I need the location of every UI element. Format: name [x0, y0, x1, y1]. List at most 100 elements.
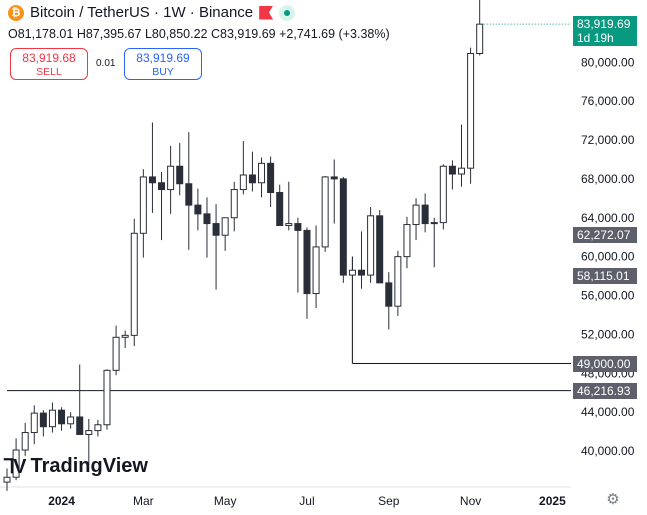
candle-body [203, 213, 211, 225]
candle-body [48, 409, 56, 428]
flag-icon[interactable] [259, 5, 274, 20]
countdown-label: 1d 19h [577, 31, 614, 45]
y-tick-label: 44,000.00 [581, 405, 635, 419]
candle-body [121, 334, 129, 338]
candle-body [158, 182, 166, 191]
y-tick-label: 72,000.00 [581, 133, 635, 147]
candle-body [58, 409, 66, 425]
candle-body [448, 165, 456, 175]
settings-icon[interactable]: ⚙ [606, 491, 620, 508]
buy-price: 83,919.69 [136, 51, 190, 65]
candle-body [30, 412, 38, 434]
candle-body [458, 167, 465, 175]
price-tag-62272: 62,272.07 [573, 227, 637, 243]
spread-value: 0.01 [96, 58, 116, 69]
candle-body [403, 224, 411, 258]
candle-body [358, 269, 366, 276]
candle-body [376, 215, 384, 284]
logo-text: TradingView [30, 455, 148, 477]
market-open-icon [279, 4, 296, 21]
candle-body [294, 223, 302, 231]
x-tick-label: Sep [378, 494, 400, 508]
candle-body [112, 336, 120, 371]
bitcoin-icon: ₿ [8, 4, 24, 21]
close-value: C83,919.69 [211, 27, 276, 41]
candle-body [348, 269, 356, 276]
price-tag-49000: 49,000.00 [573, 356, 637, 372]
candle-body [21, 432, 29, 451]
candle-body [94, 424, 102, 432]
tradingview-mark-icon: ⅂V [4, 456, 27, 478]
x-tick-label: May [214, 494, 237, 508]
candle-body [12, 449, 20, 478]
candle-body [394, 256, 402, 307]
candle-body [285, 223, 293, 227]
candle-body [130, 232, 138, 336]
buy-label: BUY [152, 66, 174, 78]
candle-body [430, 222, 438, 225]
y-tick-label: 68,000.00 [581, 172, 635, 186]
candle-body [412, 204, 420, 226]
candle-body [276, 191, 284, 227]
candle-body [385, 282, 393, 307]
y-tick-label: 80,000.00 [581, 55, 635, 69]
candle-body [248, 174, 256, 184]
x-tick-label: Nov [460, 494, 481, 508]
candle-body [267, 162, 275, 193]
candle-body [85, 430, 93, 435]
candle-body [167, 165, 175, 191]
candle-body [339, 178, 347, 276]
candle-body [212, 223, 220, 236]
current-price-label: 83,919.69 [577, 17, 631, 31]
candle-body [103, 369, 111, 426]
sell-label: SELL [36, 66, 62, 78]
candle-body [467, 53, 475, 169]
candle-body [221, 217, 229, 236]
candle-body [76, 416, 84, 435]
x-tick-label: Mar [133, 494, 154, 508]
tradingview-logo[interactable]: ⅂V TradingView [4, 454, 148, 479]
current-price-tag: 83,919.69 1d 19h [573, 16, 637, 46]
y-tick-label: 60,000.00 [581, 250, 635, 264]
candle-body [194, 204, 202, 215]
candle-body [139, 176, 147, 234]
y-tick-label: 76,000.00 [581, 94, 635, 108]
price-tag-58115: 58,115.01 [573, 268, 637, 284]
open-value: O81,178.01 [8, 27, 74, 41]
price-tag-46216: 46,216.93 [573, 383, 637, 399]
candle-body [230, 189, 238, 219]
candle-body [303, 229, 311, 295]
candle-body [176, 165, 184, 185]
x-tick-label: Jul [299, 494, 314, 508]
candle-body [148, 176, 156, 184]
symbol-title[interactable]: Bitcoin / TetherUS · 1W · Binance [30, 4, 254, 21]
low-value: L80,850.22 [144, 27, 208, 41]
candle-body [67, 416, 75, 425]
candle-body [367, 215, 375, 276]
candle-body [258, 162, 266, 184]
candle-body [312, 246, 320, 295]
sell-button[interactable]: 83,919.68 SELL [10, 48, 88, 80]
candle-body [439, 165, 447, 224]
x-tick-label: 2024 [48, 494, 75, 508]
ohlc-legend: O81,178.01 H87,395.67 L80,850.22 C83,919… [8, 27, 390, 41]
change-value: +2,741.69 (+3.38%) [279, 27, 390, 41]
buy-button[interactable]: 83,919.69 BUY [124, 48, 202, 80]
chart-header: ₿ Bitcoin / TetherUS · 1W · Binance [8, 4, 296, 21]
candle-body [476, 23, 484, 55]
candle-body [185, 183, 193, 206]
candle-body [39, 412, 47, 428]
x-tick-label: 2025 [539, 494, 566, 508]
high-value: H87,395.67 [76, 27, 142, 41]
candle-body [239, 174, 247, 191]
candle-body [3, 476, 11, 483]
candle-body [421, 204, 429, 225]
candle-body [330, 176, 338, 180]
y-tick-label: 64,000.00 [581, 211, 635, 225]
y-tick-label: 56,000.00 [581, 289, 635, 303]
candle-body [321, 176, 329, 248]
sell-price: 83,919.68 [22, 51, 76, 65]
y-tick-label: 52,000.00 [581, 327, 635, 341]
y-tick-label: 40,000.00 [581, 444, 635, 458]
